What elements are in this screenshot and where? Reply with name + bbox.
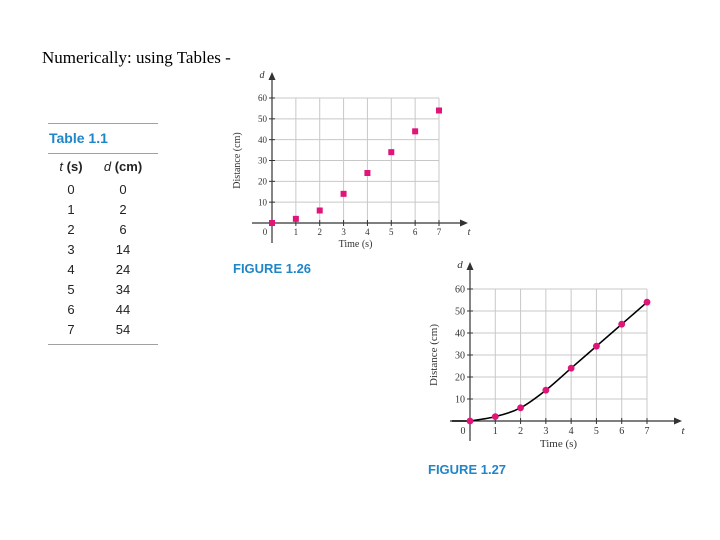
table-row: 5 34	[48, 280, 152, 300]
data-point	[269, 220, 275, 226]
time-cell: 4	[67, 262, 75, 277]
distance-variable: d	[103, 159, 112, 174]
x-tick-label: 3	[543, 426, 548, 437]
data-point	[491, 413, 499, 420]
distance-unit: (cm)	[114, 159, 143, 174]
x-tick-label: 1	[493, 426, 498, 437]
data-point	[517, 404, 524, 412]
x-tick-label: 6	[413, 227, 418, 237]
distance-cell: 54	[115, 322, 131, 337]
table-row: 7 54	[48, 320, 152, 340]
time-cell: 5	[67, 282, 75, 297]
origin-label: 0	[263, 227, 268, 237]
figure-1-27-caption: FIGURE 1.27	[428, 462, 507, 477]
y-axis-title: Distance (cm)	[232, 132, 243, 188]
column-header-time: t (s)	[48, 157, 94, 180]
slide-heading: Numerically: using Tables -	[42, 48, 231, 67]
y-axis-arrowhead	[466, 262, 474, 270]
data-point	[542, 386, 550, 394]
y-tick-label: 30	[455, 351, 465, 362]
table-header-row: t (s) d (cm)	[48, 157, 152, 180]
data-point	[364, 170, 371, 176]
table-row: 3 14	[48, 240, 152, 260]
table-top-rule	[48, 123, 158, 124]
distance-cell: 44	[115, 302, 131, 317]
distance-cell: 24	[115, 262, 131, 277]
x-tick-label: 5	[389, 227, 394, 237]
x-tick-label: 2	[518, 426, 523, 437]
data-point	[388, 149, 395, 156]
table-bottom-rule	[48, 344, 158, 345]
time-variable: t	[59, 159, 64, 174]
x-tick-label: 1	[294, 227, 299, 237]
x-tick-label: 7	[437, 227, 442, 237]
x-tick-label: 4	[365, 227, 370, 237]
x-axis-variable: t	[681, 425, 685, 437]
table-title: Table 1.1	[49, 130, 108, 146]
data-curve	[452, 301, 648, 422]
x-tick-label: 2	[317, 227, 322, 237]
distance-cell: 2	[119, 202, 127, 217]
time-cell: 7	[67, 322, 75, 337]
data-point	[643, 298, 651, 306]
y-tick-label: 50	[258, 114, 268, 124]
x-tick-label: 3	[341, 227, 346, 237]
y-axis-variable: d	[260, 70, 266, 81]
y-tick-label: 60	[258, 93, 268, 103]
x-tick-label: 5	[594, 426, 599, 437]
y-tick-label: 10	[258, 197, 268, 207]
y-tick-label: 40	[455, 329, 465, 340]
time-cell: 0	[67, 182, 75, 197]
distance-cell: 6	[119, 222, 127, 237]
distance-cell: 14	[115, 242, 131, 257]
figure-1-26-caption: FIGURE 1.26	[233, 261, 312, 276]
data-point	[618, 320, 626, 328]
x-tick-label: 4	[569, 426, 574, 437]
y-tick-label: 10	[455, 395, 465, 406]
y-axis-arrowhead	[268, 72, 276, 80]
table-row: 6 44	[48, 300, 152, 320]
origin-label: 0	[461, 426, 466, 437]
column-header-distance: d (cm)	[94, 157, 152, 180]
x-tick-label: 6	[619, 426, 624, 437]
y-tick-label: 40	[258, 135, 268, 145]
distance-cell: 0	[119, 182, 127, 197]
distance-cell: 34	[115, 282, 131, 297]
table-row: 4 24	[48, 260, 152, 280]
x-axis-arrowhead	[674, 417, 682, 425]
data-point	[340, 190, 347, 197]
data-point	[436, 107, 442, 114]
x-axis-arrowhead	[460, 219, 468, 227]
time-unit: (s)	[66, 159, 83, 174]
y-axis-title: Distance (cm)	[428, 324, 440, 386]
y-axis-variable: d	[457, 259, 463, 271]
data-point	[466, 417, 474, 425]
time-cell: 1	[67, 202, 75, 217]
x-axis-title: Time (s)	[339, 239, 373, 250]
y-tick-label: 20	[455, 373, 465, 384]
data-point	[593, 342, 600, 350]
time-cell: 3	[67, 242, 75, 257]
time-cell: 2	[67, 222, 75, 237]
y-tick-label: 20	[258, 176, 268, 186]
x-axis-title: Time (s)	[540, 438, 578, 450]
y-tick-label: 50	[455, 307, 465, 318]
y-tick-label: 30	[258, 156, 268, 166]
data-point	[567, 364, 575, 372]
x-tick-label: 7	[645, 426, 650, 437]
y-tick-label: 60	[455, 285, 465, 296]
data-point	[292, 215, 299, 222]
data-point	[412, 128, 419, 135]
table-header-rule	[48, 153, 158, 154]
time-cell: 6	[67, 302, 75, 317]
x-axis-variable: t	[468, 227, 471, 238]
data-point	[316, 207, 323, 214]
